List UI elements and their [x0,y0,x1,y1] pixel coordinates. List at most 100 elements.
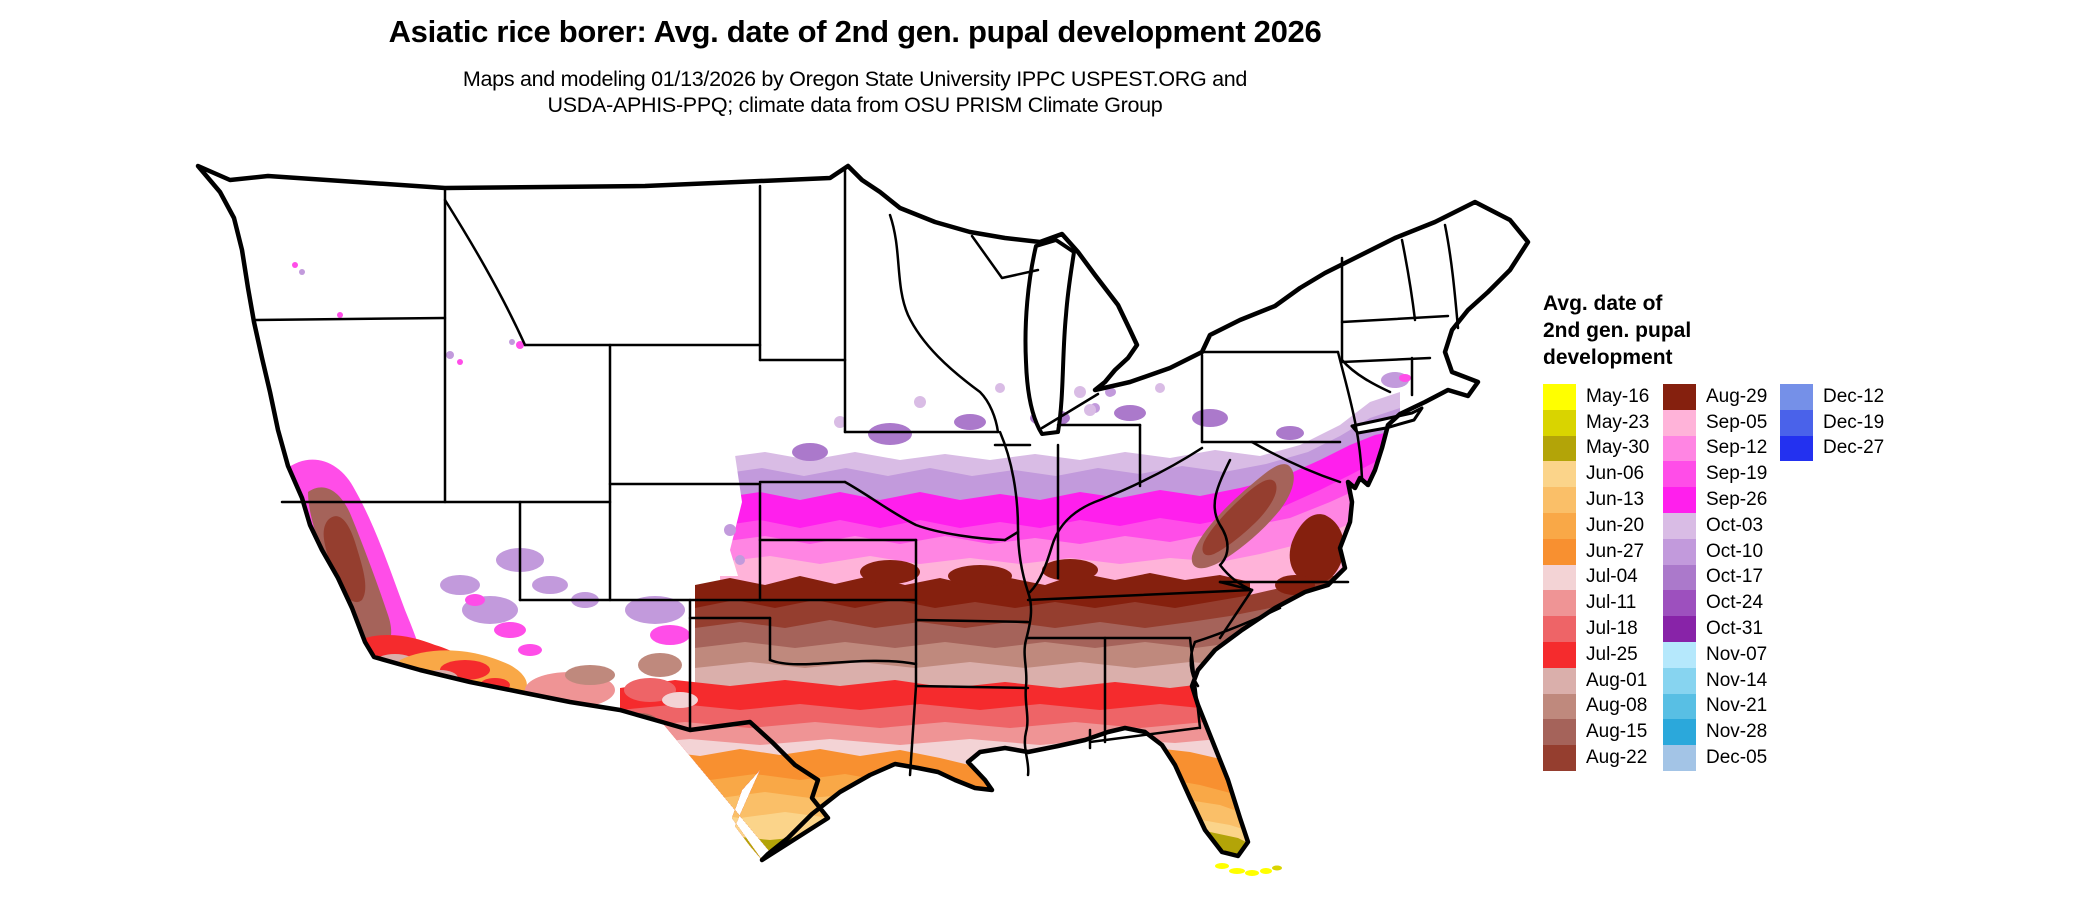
legend-label: Jun-27 [1586,540,1645,562]
legend-label: Jul-11 [1586,592,1637,614]
legend-swatch [1780,384,1813,410]
legend-title: Avg. date of 2nd gen. pupal development [1543,292,1692,369]
legend-label: Nov-28 [1706,721,1768,743]
michigan-purple-specks [1084,387,1115,416]
legend-item-sep-26: Sep-26 [1663,487,1780,513]
page-title: Asiatic rice borer: Avg. date of 2nd gen… [388,14,1322,49]
legend-item-jul-25: Jul-25 [1543,641,1663,668]
legend-item-nov-14: Nov-14 [1663,667,1780,694]
legend-swatch [1663,641,1696,668]
long-island [1350,406,1424,435]
legend-label: Aug-22 [1586,747,1648,769]
legend-label: Oct-24 [1706,592,1764,614]
legend-item-jun-20: Jun-20 [1543,512,1663,539]
legend-column-1: May-16 May-23 May-30 Jun-06 Jun-13 Jun-20 Jun-… [1543,384,1663,771]
speckles-nm-purple [724,524,745,565]
legend-label: Oct-03 [1706,514,1764,536]
subtitle-line-2: USDA-APHIS-PPQ; climate data from OSU PR… [547,93,1163,117]
legend-item-dec-05: Dec-05 [1663,745,1780,771]
legend-label: Aug-29 [1706,385,1768,407]
legend-item-nov-07: Nov-07 [1663,641,1780,668]
legend-swatch [1543,487,1576,513]
connecticut-purple-patch [1381,372,1411,388]
legend-swatch [1543,590,1576,617]
legend-swatch [1780,435,1813,462]
legend-swatch [1543,564,1576,591]
legend-item-jul-04: Jul-04 [1543,564,1663,591]
legend-swatch [1543,512,1576,539]
legend-item-aug-08: Aug-08 [1543,693,1663,720]
legend-item-nov-21: Nov-21 [1663,693,1780,720]
legend-label: Oct-17 [1706,566,1764,588]
legend-item-aug-22: Aug-22 [1543,745,1663,771]
legend-label: Jul-18 [1586,618,1638,640]
us-outline [195,163,1531,863]
legend-item-sep-12: Sep-12 [1663,435,1780,462]
legend-label: Sep-19 [1706,463,1768,485]
legend-swatch [1543,384,1576,410]
legend-swatch [1663,616,1696,642]
legend-item-may-23: May-23 [1543,409,1663,436]
legend-swatch [1663,487,1696,513]
legend-label: Oct-31 [1706,618,1764,640]
legend-label: Nov-07 [1706,643,1768,665]
great-basin-purple-patches [440,339,599,656]
legend-swatch [1543,641,1576,668]
legend-label: May-23 [1586,411,1650,433]
legend-column-3: Dec-12 Dec-19 Dec-27 [1780,384,1884,771]
legend-label: Jun-13 [1586,489,1645,511]
legend-label: Aug-01 [1586,669,1648,691]
legend-item-oct-10: Oct-10 [1663,538,1780,565]
legend-swatch [1543,719,1576,746]
no-data-patch-nm [620,455,742,576]
legend-item-may-16: May-16 [1543,384,1663,410]
legend-swatch [1543,745,1576,771]
legend-item-dec-19: Dec-19 [1780,409,1884,436]
band-jun-13-tx [630,792,970,860]
legend-label: Dec-05 [1706,747,1768,769]
legend-swatch [1663,384,1696,410]
legend-item-jun-13: Jun-13 [1543,487,1663,513]
legend-label: Oct-10 [1706,540,1764,562]
figure-header: Asiatic rice borer: Avg. date of 2nd gen… [0,14,1710,118]
legend-swatch [1663,435,1696,462]
legend-swatch [1543,693,1576,720]
pacific-northwest-specks [292,262,463,365]
legend-swatch [1543,461,1576,488]
legend-item-jun-06: Jun-06 [1543,461,1663,488]
legend-swatch [1663,667,1696,694]
legend-swatch [1780,409,1813,436]
legend-swatch [1663,719,1696,746]
florida-keys [1215,863,1282,876]
legend-swatch [1663,693,1696,720]
us-choropleth-map [190,130,1540,892]
figure-subtitle: Maps and modeling 01/13/2026 by Oregon S… [0,66,1710,118]
legend-swatch [1543,667,1576,694]
legend-swatch [1663,461,1696,488]
lake-michigan [1023,238,1076,436]
legend-swatch [1543,435,1576,462]
legend-item-jul-11: Jul-11 [1543,590,1663,617]
legend-label: Sep-05 [1706,411,1768,433]
legend-label: May-16 [1586,385,1650,407]
legend-item-nov-28: Nov-28 [1663,719,1780,746]
legend-label: Sep-12 [1706,437,1768,459]
legend-item-sep-19: Sep-19 [1663,461,1780,488]
appalachian-brown-patch [1191,464,1294,569]
legend-label: Jul-25 [1586,643,1638,665]
legend-item-oct-31: Oct-31 [1663,616,1780,642]
legend-item-dec-27: Dec-27 [1780,435,1884,462]
legend-label: Nov-21 [1706,695,1768,717]
legend-label: Jun-20 [1586,514,1645,536]
legend-item-aug-15: Aug-15 [1543,719,1663,746]
legend-item-may-30: May-30 [1543,435,1663,462]
legend-columns: May-16 May-23 May-30 Jun-06 Jun-13 Jun-20 Jun-… [1543,384,1973,771]
legend-item-oct-17: Oct-17 [1663,564,1780,591]
legend-label: Aug-15 [1586,721,1648,743]
legend-item-jun-27: Jun-27 [1543,538,1663,565]
map-legend: Avg. date of 2nd gen. pupal development … [1543,290,1973,771]
legend-swatch [1663,745,1696,771]
legend-label: Dec-12 [1823,385,1885,407]
legend-item-sep-05: Sep-05 [1663,409,1780,436]
legend-swatch [1543,538,1576,565]
